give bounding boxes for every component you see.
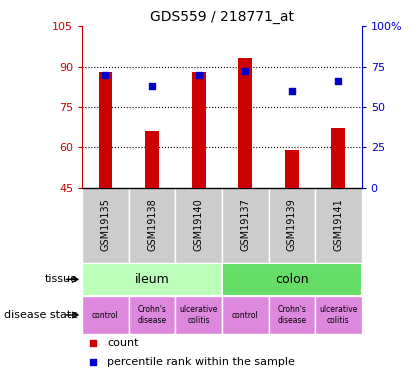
Text: GSM19138: GSM19138 xyxy=(147,199,157,251)
Bar xyxy=(222,262,362,296)
Text: Crohn's
disease: Crohn's disease xyxy=(277,305,306,325)
Text: count: count xyxy=(107,338,139,348)
Bar xyxy=(175,188,222,262)
Text: disease state: disease state xyxy=(4,310,78,320)
Text: GSM19135: GSM19135 xyxy=(101,199,111,251)
Point xyxy=(195,72,202,78)
Bar xyxy=(238,58,252,188)
Bar xyxy=(129,188,175,262)
Bar xyxy=(285,150,299,188)
Bar xyxy=(175,296,222,334)
Text: GSM19139: GSM19139 xyxy=(287,199,297,251)
Text: Crohn's
disease: Crohn's disease xyxy=(138,305,166,325)
Text: ileum: ileum xyxy=(135,273,169,286)
Text: tissue: tissue xyxy=(45,274,78,284)
Bar xyxy=(82,296,129,334)
Bar xyxy=(268,188,315,262)
Text: control: control xyxy=(92,310,119,320)
Point xyxy=(90,340,97,346)
Text: control: control xyxy=(232,310,259,320)
Point xyxy=(242,68,249,74)
Point xyxy=(289,88,295,94)
Text: ulcerative
colitis: ulcerative colitis xyxy=(180,305,218,325)
Text: ulcerative
colitis: ulcerative colitis xyxy=(319,305,358,325)
Text: percentile rank within the sample: percentile rank within the sample xyxy=(107,357,295,367)
Bar xyxy=(145,131,159,188)
Bar xyxy=(222,188,268,262)
Bar xyxy=(129,296,175,334)
Bar xyxy=(82,262,222,296)
Bar xyxy=(315,296,362,334)
Bar xyxy=(192,72,206,188)
Bar xyxy=(331,128,345,188)
Point xyxy=(149,83,155,89)
Bar xyxy=(268,296,315,334)
Point xyxy=(90,359,97,365)
Point xyxy=(102,72,109,78)
Text: GSM19137: GSM19137 xyxy=(240,199,250,251)
Title: GDS559 / 218771_at: GDS559 / 218771_at xyxy=(150,10,294,24)
Bar xyxy=(222,296,268,334)
Text: GSM19140: GSM19140 xyxy=(194,199,203,251)
Bar xyxy=(315,188,362,262)
Point xyxy=(335,78,342,84)
Text: GSM19141: GSM19141 xyxy=(333,199,343,251)
Text: colon: colon xyxy=(275,273,309,286)
Bar xyxy=(82,188,129,262)
Bar xyxy=(99,72,113,188)
